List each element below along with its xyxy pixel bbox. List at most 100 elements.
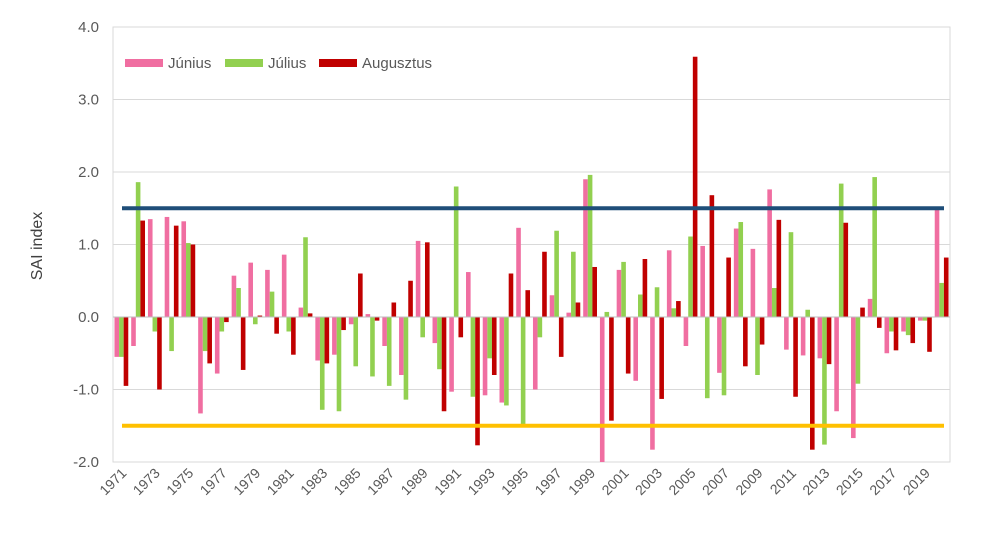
bar-junius-1972 xyxy=(131,317,136,346)
x-tick-label: 2013 xyxy=(799,465,832,498)
y-tick-label: -1.0 xyxy=(73,382,99,399)
x-tick-label: 1983 xyxy=(297,465,330,498)
bar-layer xyxy=(114,56,949,462)
bar-julius-2004 xyxy=(671,308,677,317)
x-tick-label: 2003 xyxy=(632,465,665,498)
bar-augusztus-2015 xyxy=(860,307,865,317)
x-tick-label: 1981 xyxy=(264,465,297,498)
bar-augusztus-2014 xyxy=(843,222,849,317)
bar-augusztus-2019 xyxy=(927,317,932,352)
bar-julius-2006 xyxy=(704,317,710,399)
bar-julius-1982 xyxy=(303,237,308,317)
x-tick-label: 1985 xyxy=(330,465,363,498)
legend-label: Június xyxy=(168,55,211,72)
y-tick-label: -2.0 xyxy=(73,454,99,471)
bar-julius-1993 xyxy=(487,317,492,359)
bar-julius-1981 xyxy=(286,317,292,332)
bar-julius-2019 xyxy=(922,317,928,321)
bar-junius-1983 xyxy=(315,317,320,361)
bar-junius-2004 xyxy=(666,250,672,317)
bar-julius-1977 xyxy=(219,317,225,332)
y-tick-label: 3.0 xyxy=(78,92,99,109)
legend-label: Július xyxy=(268,55,306,72)
bar-julius-2017 xyxy=(889,317,894,332)
bar-augusztus-1974 xyxy=(173,225,179,317)
bar-augusztus-1990 xyxy=(441,317,447,412)
bar-augusztus-1977 xyxy=(224,317,229,323)
bar-augusztus-1972 xyxy=(140,220,146,317)
bar-junius-1974 xyxy=(164,216,170,317)
y-tick-label: 4.0 xyxy=(78,19,99,36)
bar-julius-1985 xyxy=(353,317,359,367)
bar-augusztus-1971 xyxy=(123,317,129,386)
legend-label: Augusztus xyxy=(362,55,432,72)
bar-julius-1994 xyxy=(504,317,509,406)
bar-junius-1988 xyxy=(399,317,404,375)
bar-julius-2009 xyxy=(755,317,760,375)
bar-julius-2001 xyxy=(621,261,626,317)
x-tick-label: 1975 xyxy=(163,465,196,498)
bar-augusztus-1995 xyxy=(525,290,531,317)
bar-julius-1991 xyxy=(453,186,459,317)
bar-augusztus-2007 xyxy=(726,257,731,317)
bar-augusztus-1993 xyxy=(491,317,497,375)
bar-junius-2019 xyxy=(917,317,923,321)
bar-junius-2011 xyxy=(784,317,789,350)
x-tick-label: 1977 xyxy=(197,465,230,498)
bar-augusztus-2013 xyxy=(826,317,832,365)
bar-augusztus-2008 xyxy=(743,317,748,367)
bar-augusztus-2002 xyxy=(642,259,648,317)
x-tick-label: 1993 xyxy=(464,465,497,498)
bar-junius-1986 xyxy=(365,314,371,317)
bar-julius-2003 xyxy=(654,287,660,317)
x-tick-label: 2007 xyxy=(699,465,732,498)
bar-augusztus-2018 xyxy=(910,317,916,344)
bar-junius-1992 xyxy=(466,272,471,317)
bar-augusztus-2005 xyxy=(692,56,698,317)
bar-julius-2010 xyxy=(771,288,777,317)
bar-julius-1988 xyxy=(403,317,409,400)
bar-junius-1981 xyxy=(281,254,287,317)
bar-augusztus-2004 xyxy=(676,301,681,317)
bar-junius-2015 xyxy=(851,317,856,439)
bar-julius-2012 xyxy=(805,309,811,317)
bar-junius-1990 xyxy=(432,317,438,344)
legend-swatch xyxy=(225,59,263,67)
x-tick-label: 2011 xyxy=(767,465,800,498)
x-tick-label: 1995 xyxy=(498,465,531,498)
bar-julius-1975 xyxy=(186,243,191,317)
bar-julius-2020 xyxy=(939,282,944,317)
x-tick-label: 2015 xyxy=(833,465,866,498)
bar-junius-2009 xyxy=(750,248,756,317)
bar-julius-1995 xyxy=(520,317,526,426)
bar-augusztus-1996 xyxy=(542,251,547,317)
bar-augusztus-1975 xyxy=(190,244,196,317)
bar-julius-2005 xyxy=(688,236,693,317)
bar-junius-2020 xyxy=(934,208,940,317)
bar-augusztus-1994 xyxy=(508,273,514,317)
bar-augusztus-1979 xyxy=(257,315,263,317)
bar-julius-2016 xyxy=(872,177,877,317)
bar-junius-2008 xyxy=(733,228,739,317)
bar-augusztus-1985 xyxy=(358,273,363,317)
bar-julius-2007 xyxy=(721,317,727,396)
bar-augusztus-2000 xyxy=(609,317,614,421)
y-tick-label: 1.0 xyxy=(78,237,99,254)
bar-augusztus-1997 xyxy=(558,317,564,357)
x-tick-label: 2019 xyxy=(900,465,933,498)
bar-julius-1972 xyxy=(135,182,141,317)
bar-augusztus-1987 xyxy=(391,302,397,317)
bar-augusztus-1986 xyxy=(374,317,380,321)
bar-junius-1991 xyxy=(449,317,454,392)
bar-junius-1984 xyxy=(332,317,337,355)
bar-junius-1994 xyxy=(499,317,505,403)
bar-junius-2017 xyxy=(884,317,890,354)
bar-julius-1990 xyxy=(437,317,442,370)
x-tick-label: 1997 xyxy=(531,465,564,498)
bar-augusztus-2009 xyxy=(759,317,765,345)
bar-augusztus-2020 xyxy=(943,257,949,317)
bar-junius-1973 xyxy=(147,219,153,318)
bar-junius-2005 xyxy=(683,317,689,346)
bar-junius-2016 xyxy=(867,298,873,318)
bar-julius-1986 xyxy=(370,317,375,377)
